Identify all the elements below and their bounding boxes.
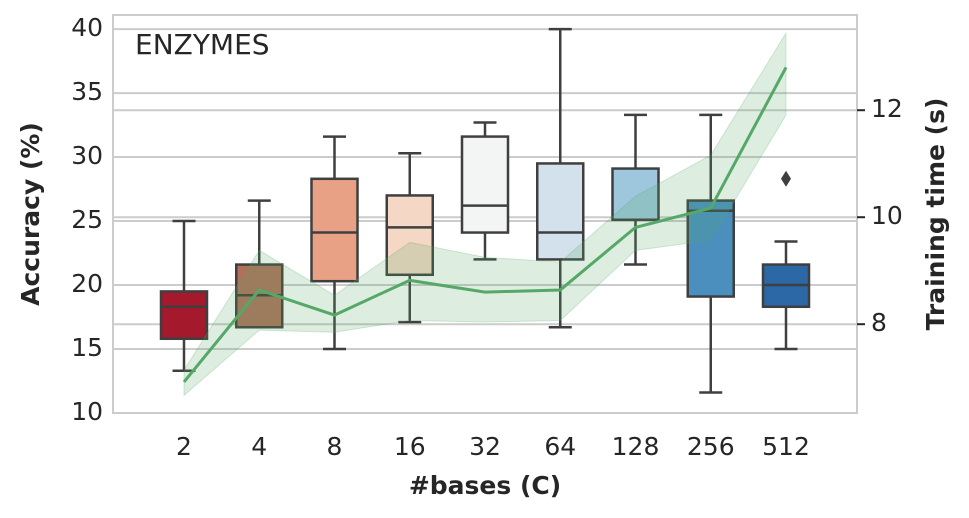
box xyxy=(310,177,359,283)
y-tick-label: 30 xyxy=(71,141,103,170)
y-tick-label: 35 xyxy=(71,77,103,106)
x-tick-label: 64 xyxy=(544,432,576,461)
x-tick-label: 256 xyxy=(687,432,735,461)
x-tick-label: 512 xyxy=(762,432,810,461)
y-tick-label: 10 xyxy=(71,397,103,426)
y-axis-label: Accuracy (%) xyxy=(16,122,45,306)
box xyxy=(536,162,585,261)
confidence-band xyxy=(183,31,787,397)
flier xyxy=(781,170,791,187)
box xyxy=(686,199,735,298)
x-tick-label: 8 xyxy=(327,432,343,461)
y2-tick-label: 8 xyxy=(871,308,887,337)
y-tick-label: 40 xyxy=(71,13,103,42)
y2-tick-label: 12 xyxy=(871,94,903,123)
box xyxy=(611,167,660,222)
box xyxy=(460,135,510,234)
y2-tick-label: 10 xyxy=(871,201,903,230)
time-line xyxy=(182,66,788,383)
box xyxy=(385,194,434,277)
box xyxy=(159,290,209,341)
chart-title: ENZYMES xyxy=(135,28,270,61)
y-tick-label: 20 xyxy=(71,269,103,298)
x-tick-label: 128 xyxy=(612,432,660,461)
y-tick-label: 15 xyxy=(71,333,103,362)
x-tick-label: 32 xyxy=(469,432,501,461)
x-tick-label: 2 xyxy=(176,432,192,461)
x-tick-label: 16 xyxy=(394,432,426,461)
y2-axis-label: Training time (s) xyxy=(921,98,950,331)
x-tick-label: 4 xyxy=(251,432,267,461)
marks xyxy=(159,27,811,397)
y-tick-label: 25 xyxy=(71,205,103,234)
x-axis-label: #bases (C) xyxy=(409,471,561,500)
